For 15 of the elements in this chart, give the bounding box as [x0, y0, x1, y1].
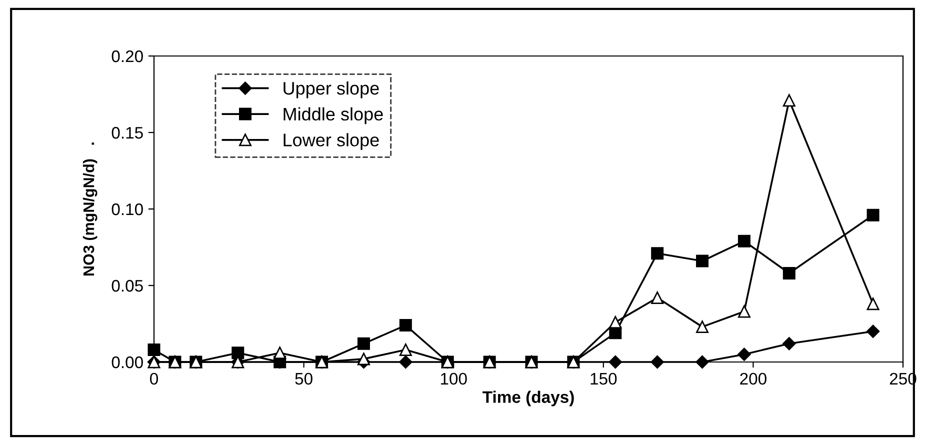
x-axis-title: Time (days)	[482, 390, 574, 406]
y-tick-label: 0.20	[112, 50, 143, 62]
legend-label: Middle slope	[284, 107, 383, 124]
x-tick-label: 200	[740, 372, 766, 385]
legend-label: Lower slope	[284, 133, 379, 150]
y-axis-title: NO3 (mgN/gN/d) .	[82, 142, 98, 276]
y-tick-label: 0.05	[112, 280, 143, 292]
x-tick-label: 50	[295, 372, 312, 385]
x-tick-label: 100	[440, 372, 467, 385]
x-tick-label: 0	[150, 372, 158, 385]
y-tick-label: 0.15	[112, 126, 143, 139]
legend-label: Upper slope	[284, 81, 379, 98]
x-tick-label: 150	[590, 372, 617, 385]
y-tick-label: 0.00	[112, 356, 143, 368]
y-tick-label: 0.10	[112, 203, 143, 216]
